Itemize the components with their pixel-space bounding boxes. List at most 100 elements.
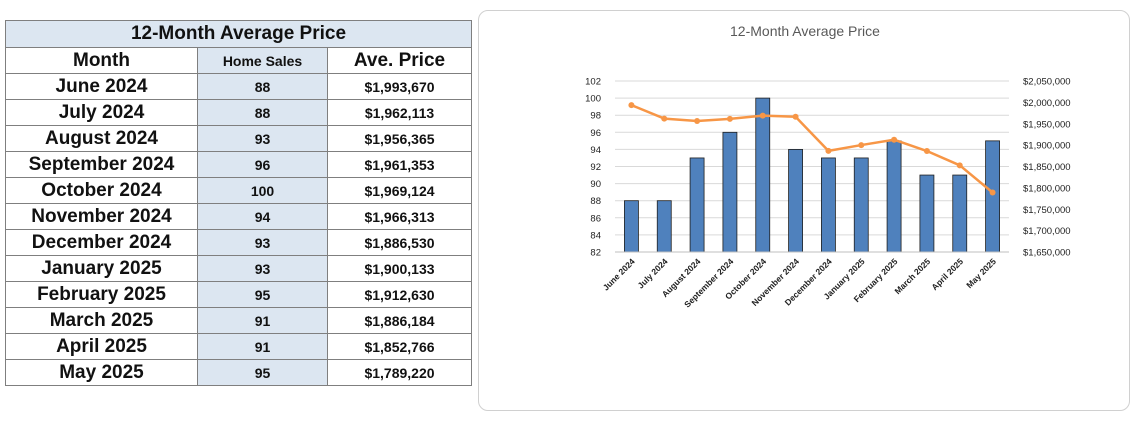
home-sales-cell: 96 [197, 151, 328, 178]
left-tick-label: 100 [585, 94, 601, 105]
left-tick-label: 88 [590, 196, 601, 207]
avg-price-point [923, 148, 930, 155]
ave-price-cell: $1,789,220 [326, 359, 473, 386]
month-cell: April 2025 [5, 333, 198, 360]
avg-price-point [792, 113, 799, 120]
month-cell: February 2025 [5, 281, 198, 308]
avg-price-point [825, 147, 832, 154]
home-sales-cell: 88 [197, 73, 328, 100]
ave-price-cell: $1,993,670 [326, 73, 473, 100]
right-tick-label: $1,800,000 [1023, 183, 1071, 194]
ave-price-cell: $1,961,353 [326, 151, 473, 178]
table-title: 12-Month Average Price [4, 20, 473, 48]
bar-home-sales [656, 200, 672, 253]
bar-home-sales [919, 174, 935, 253]
table-row: June 2024 88 $1,993,670 [5, 73, 473, 100]
avg-price-line [630, 103, 994, 194]
home-sales-cell: 95 [197, 359, 328, 386]
right-tick-label: $1,700,000 [1023, 226, 1071, 237]
ave-price-cell: $1,962,113 [326, 99, 473, 126]
avg-price-point [858, 142, 865, 149]
table-row: December 2024 93 $1,886,530 [5, 229, 473, 256]
home-sales-cell: 91 [197, 333, 328, 360]
bar-home-sales [788, 148, 803, 253]
right-tick-label: $1,900,000 [1023, 141, 1071, 152]
home-sales-cell: 95 [197, 281, 328, 308]
ave-price-cell: $1,912,630 [326, 281, 473, 308]
avg-price-point [661, 115, 668, 122]
month-cell: January 2025 [5, 255, 198, 282]
ave-price-cell: $1,969,124 [326, 177, 473, 204]
ave-price-cell: $1,900,133 [326, 255, 473, 282]
bar-home-sales [985, 140, 1000, 253]
chart-panel: 12-Month Average Price 102 100 98 96 94 92 90 8… [478, 10, 1130, 411]
bar-home-sales [722, 131, 738, 253]
left-tick-label: 82 [590, 248, 601, 259]
left-tick-label: 94 [590, 145, 601, 156]
bar-home-sales [821, 157, 836, 253]
month-cell: June 2024 [5, 73, 198, 100]
left-tick-label: 86 [590, 213, 601, 224]
ave-price-cell: $1,886,530 [326, 229, 473, 256]
ave-price-cell: $1,966,313 [326, 203, 473, 230]
left-tick-label: 90 [590, 179, 601, 190]
month-cell: July 2024 [5, 99, 198, 126]
month-cell: May 2025 [5, 359, 198, 386]
header-home-sales: Home Sales [197, 47, 328, 74]
month-cell: March 2025 [5, 307, 198, 334]
avg-price-point [989, 189, 996, 196]
right-tick-label: $2,000,000 [1023, 98, 1071, 109]
header-month: Month [5, 47, 198, 74]
left-tick-label: 96 [590, 128, 601, 139]
x-tick-label: March 2025 [893, 256, 933, 296]
left-tick-label: 98 [590, 111, 601, 122]
home-sales-cell: 93 [197, 125, 328, 152]
ave-price-cell: $1,886,184 [326, 307, 473, 334]
table-row: July 2024 88 $1,962,113 [5, 99, 473, 126]
right-tick-label: $2,050,000 [1023, 77, 1071, 88]
data-table-container: 12-Month Average Price Month Home Sales … [4, 20, 473, 386]
bar-home-sales [624, 200, 639, 253]
table-row: April 2025 91 $1,852,766 [5, 333, 473, 360]
table-row: November 2024 94 $1,966,313 [5, 203, 473, 230]
bar-home-sales [886, 140, 902, 253]
chart-title: 12-Month Average Price [730, 23, 880, 39]
home-sales-cell: 100 [197, 177, 328, 204]
left-tick-label: 84 [590, 230, 601, 241]
x-tick-label: June 2024 [601, 256, 637, 292]
avg-price-point [726, 115, 733, 122]
month-cell: September 2024 [5, 151, 198, 178]
month-cell: December 2024 [5, 229, 198, 256]
table-row: September 2024 96 $1,961,353 [5, 151, 473, 178]
ave-price-cell: $1,852,766 [326, 333, 473, 360]
avg-price-point [694, 118, 701, 125]
avg-price-point [759, 112, 766, 119]
month-cell: October 2024 [5, 177, 198, 204]
table-title-row: 12-Month Average Price [4, 20, 473, 48]
home-sales-cell: 93 [197, 255, 328, 282]
price-table: 12-Month Average Price Month Home Sales … [4, 20, 473, 386]
bar-home-sales [853, 157, 869, 253]
right-tick-label: $1,950,000 [1023, 119, 1071, 130]
right-tick-label: $1,750,000 [1023, 205, 1071, 216]
x-tick-label: April 2025 [929, 256, 965, 292]
home-sales-cell: 91 [197, 307, 328, 334]
home-sales-cell: 88 [197, 99, 328, 126]
avg-price-point [628, 102, 635, 109]
left-tick-label: 102 [585, 77, 601, 88]
right-tick-label: $1,850,000 [1023, 162, 1071, 173]
month-cell: November 2024 [5, 203, 198, 230]
table-row: February 2025 95 $1,912,630 [5, 281, 473, 308]
bar-home-sales [689, 157, 705, 253]
right-tick-label: $1,650,000 [1023, 248, 1071, 259]
header-ave-price: Ave. Price [326, 47, 473, 74]
x-tick-label: July 2024 [636, 256, 670, 290]
table-row: March 2025 91 $1,886,184 [5, 307, 473, 334]
bar-home-sales [755, 97, 771, 253]
bar-home-sales [952, 174, 968, 253]
chart-svg: 12-Month Average Price 102 100 98 96 94 92 90 8… [585, 23, 1071, 310]
avg-price-point [891, 136, 898, 143]
table-row: January 2025 93 $1,900,133 [5, 255, 473, 282]
table-row: October 2024 100 $1,969,124 [5, 177, 473, 204]
avg-price-point [956, 162, 963, 169]
